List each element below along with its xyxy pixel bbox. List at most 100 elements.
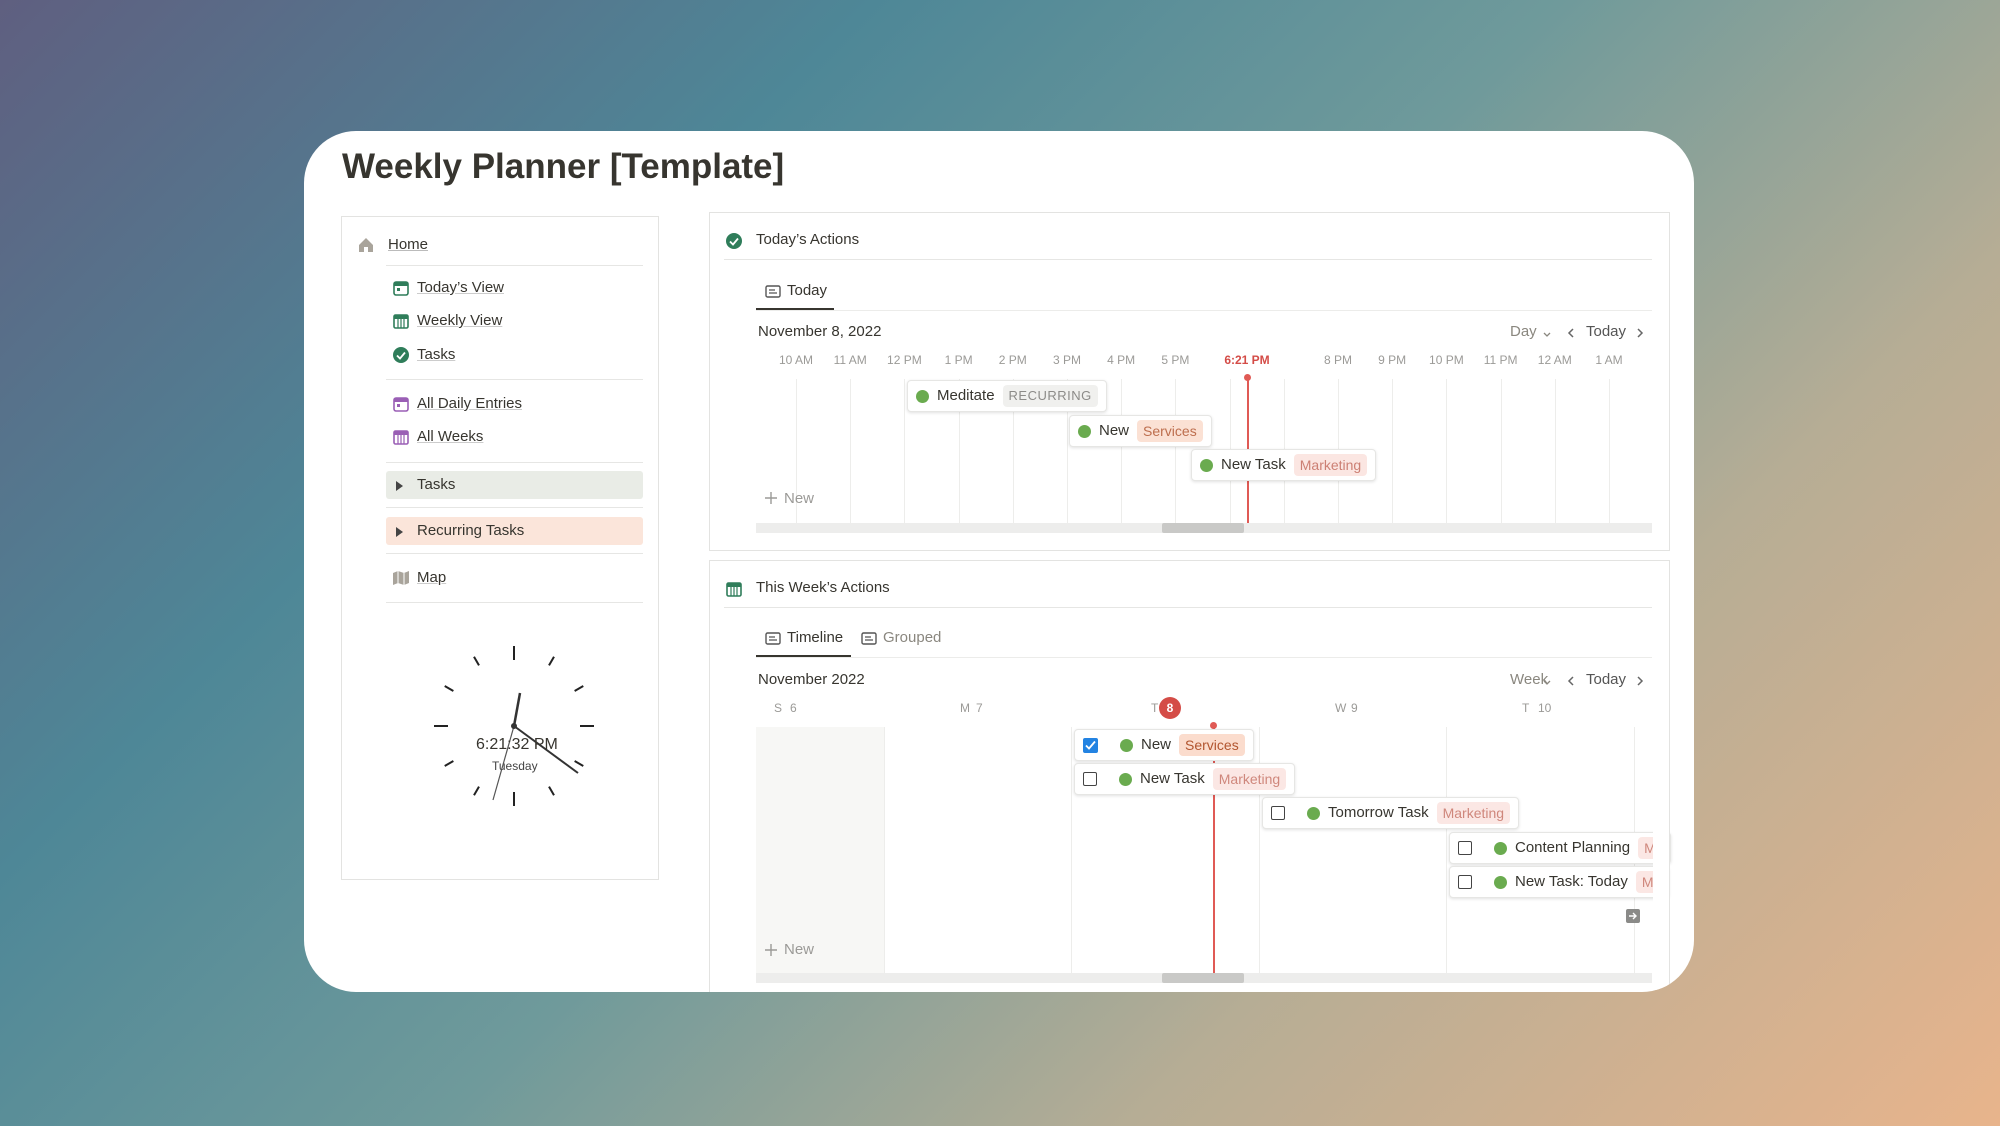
event-tag: Services	[1137, 420, 1203, 442]
tab-underline	[756, 308, 834, 310]
hour-label: 3 PM	[1052, 353, 1081, 367]
hour-label: 2 PM	[998, 353, 1027, 367]
today-button[interactable]: Today	[1586, 323, 1627, 340]
sidebar-link[interactable]: All Daily Entries	[417, 395, 523, 412]
sidebar-link[interactable]: Today’s View	[417, 279, 504, 296]
now-dot	[1244, 374, 1251, 381]
tab[interactable]: Today	[787, 282, 828, 299]
grid-line	[1067, 379, 1068, 523]
checkbox[interactable]	[1458, 875, 1472, 889]
event-tag: Services	[1179, 734, 1245, 756]
link-icon	[392, 312, 410, 330]
link-icon	[392, 346, 410, 364]
day-num: 7	[976, 701, 983, 715]
day-letter: S	[774, 701, 783, 715]
grid-line	[1446, 379, 1448, 523]
today-button[interactable]: Today	[1586, 671, 1627, 688]
event-tag: Marketing	[1212, 768, 1287, 790]
date-label: November 2022	[758, 671, 865, 688]
checkbox-checked[interactable]	[1083, 737, 1098, 753]
event-card[interactable]: New Task Marketing	[1074, 763, 1296, 795]
event-card[interactable]: Content Planning M	[1449, 832, 1671, 864]
next[interactable]	[1634, 326, 1646, 338]
status-dot	[1120, 738, 1133, 752]
hour-label: 11 PM	[1483, 353, 1518, 367]
planner-card: Weekly Planner [Template] Home Today’s Vie…	[304, 131, 1694, 992]
event-card[interactable]: New Task Marketing	[1191, 449, 1377, 481]
event-name: Tomorrow Task	[1328, 804, 1429, 821]
grid-line	[904, 379, 906, 523]
view-select[interactable]: Day	[1510, 323, 1537, 340]
status-dot	[1307, 806, 1320, 820]
day-num: 6	[790, 701, 797, 715]
event-name: New	[1099, 422, 1130, 439]
toggle[interactable]: Recurring Tasks	[417, 522, 525, 539]
expand-icon	[1626, 909, 1640, 923]
prev[interactable]	[1565, 674, 1577, 686]
new-button[interactable]: New	[784, 941, 815, 958]
new-button[interactable]: New	[784, 490, 815, 507]
event-tag: Marketing	[1293, 454, 1368, 476]
sidebar-link[interactable]: Weekly View	[417, 312, 503, 329]
divider	[724, 259, 1652, 260]
grid-line	[1609, 379, 1610, 523]
event-name: New Task	[1140, 770, 1205, 787]
toggle[interactable]: Tasks	[417, 476, 456, 493]
day-num: 9	[1351, 701, 1358, 715]
grid-line	[1121, 379, 1123, 523]
grid-line	[1446, 727, 1447, 973]
prev[interactable]	[1565, 326, 1577, 338]
event-card[interactable]: New Services	[1069, 415, 1212, 447]
event-card[interactable]: New Services	[1074, 729, 1254, 761]
divider	[386, 379, 643, 380]
now-dot	[1210, 722, 1217, 729]
event-card[interactable]: New Task: Today M	[1449, 866, 1669, 898]
grid-line	[1554, 379, 1556, 523]
checkbox[interactable]	[1083, 772, 1097, 786]
grid-line	[1175, 379, 1177, 523]
toggle-arrow	[395, 479, 405, 491]
link-icon	[392, 395, 410, 413]
hour-label: 12 AM	[1537, 353, 1572, 367]
tab[interactable]: Grouped	[883, 629, 942, 646]
divider	[756, 310, 1652, 311]
tab-icon	[764, 629, 782, 647]
date-label: November 8, 2022	[758, 323, 882, 340]
link-icon	[392, 279, 410, 297]
checkbox[interactable]	[1458, 841, 1472, 855]
checkbox[interactable]	[1271, 806, 1285, 820]
home-icon	[357, 236, 375, 254]
map-icon	[392, 569, 410, 587]
grid-line	[884, 727, 885, 973]
status-dot	[1078, 424, 1091, 438]
divider	[386, 462, 643, 463]
next[interactable]	[1634, 674, 1646, 686]
grid-line	[1071, 727, 1072, 973]
event-tag: Marketing	[1436, 802, 1511, 824]
plus	[764, 943, 778, 957]
map-link[interactable]: Map	[417, 569, 447, 586]
sidebar-link[interactable]: All Weeks	[417, 428, 484, 445]
hour-label: 1 PM	[944, 353, 973, 367]
hour-label: 9 PM	[1378, 353, 1407, 367]
divider	[386, 507, 643, 508]
hour-label: 4 PM	[1107, 353, 1136, 367]
tab-underline	[756, 655, 851, 657]
tab[interactable]: Timeline	[787, 629, 844, 646]
toggle-bg	[386, 517, 643, 545]
hour-label: 12 PM	[887, 353, 922, 367]
status-dot	[1494, 875, 1507, 889]
hour-label: 10 AM	[778, 353, 814, 367]
view-select[interactable]: Week	[1510, 671, 1549, 688]
plus	[764, 491, 778, 505]
grid-line	[1012, 379, 1014, 523]
day-letter: T	[1151, 701, 1159, 715]
sidebar-link[interactable]: Tasks	[417, 346, 456, 363]
divider	[724, 607, 1652, 608]
grid-line	[958, 379, 960, 523]
event-card[interactable]: Tomorrow Task Marketing	[1262, 797, 1520, 829]
home-link[interactable]: Home	[388, 236, 429, 253]
event-card[interactable]: Meditate RECURRING	[907, 380, 1107, 412]
status-dot	[1200, 458, 1213, 472]
